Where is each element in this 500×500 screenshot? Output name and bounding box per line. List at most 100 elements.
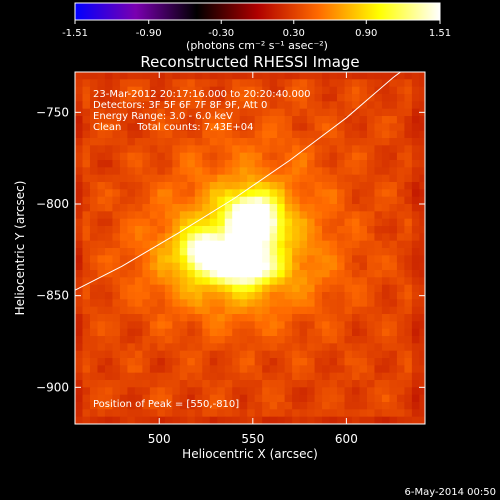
heatmap-cell bbox=[396, 182, 406, 190]
heatmap-cell bbox=[202, 336, 211, 344]
heatmap-cell bbox=[381, 138, 391, 146]
heatmap-cell bbox=[89, 130, 99, 139]
colorbar: -1.51 -0.90 -0.30 0.30 0.90 1.51 (photons cm⁻… bbox=[62, 2, 451, 52]
heatmap-cell bbox=[322, 416, 331, 424]
heatmap-cell bbox=[262, 196, 271, 205]
heatmap-cell bbox=[157, 248, 166, 256]
heatmap-cell bbox=[164, 130, 173, 139]
plot-area: 500 550 600−750−800−850−900 23-Mar-2012 20… bbox=[36, 71, 426, 446]
heatmap-cell bbox=[142, 196, 151, 205]
heatmap-cell bbox=[419, 233, 425, 242]
heatmap-cell bbox=[329, 321, 338, 330]
heatmap-cell bbox=[262, 248, 271, 256]
heatmap-cell bbox=[157, 94, 166, 102]
heatmap-cell bbox=[172, 167, 181, 176]
heatmap-cell bbox=[419, 152, 425, 161]
heatmap-cell bbox=[344, 130, 353, 139]
heatmap-cell bbox=[269, 350, 278, 359]
heatmap-cell bbox=[127, 248, 136, 256]
heatmap-cell bbox=[247, 314, 256, 322]
heatmap-cell bbox=[179, 402, 188, 410]
heatmap-cell bbox=[232, 196, 241, 205]
heatmap-cell bbox=[97, 350, 106, 359]
heatmap-cell bbox=[187, 145, 196, 154]
heatmap-cell bbox=[127, 116, 136, 124]
heatmap-cell bbox=[247, 204, 256, 212]
heatmap-cell bbox=[299, 196, 308, 205]
heatmap-cell bbox=[217, 145, 226, 154]
heatmap-cell bbox=[366, 152, 376, 161]
heatmap-cell bbox=[224, 160, 233, 168]
heatmap-cell bbox=[292, 108, 301, 117]
heatmap-cell bbox=[112, 416, 121, 424]
heatmap-cell bbox=[284, 336, 293, 344]
heatmap-cell bbox=[239, 130, 248, 139]
heatmap-cell bbox=[172, 196, 181, 205]
heatmap-cell bbox=[411, 372, 420, 381]
heatmap-cell bbox=[232, 101, 241, 110]
heatmap-cell bbox=[187, 167, 196, 176]
heatmap-cell bbox=[404, 123, 413, 132]
heatmap-cell bbox=[307, 86, 316, 95]
heatmap-cell bbox=[366, 416, 376, 424]
heatmap-cell bbox=[307, 182, 316, 190]
heatmap-cell bbox=[322, 72, 331, 80]
heatmap-cell bbox=[179, 328, 188, 337]
heatmap-cell bbox=[194, 387, 203, 396]
heatmap-cell bbox=[164, 387, 173, 396]
heatmap-cell bbox=[419, 299, 425, 308]
heatmap-cell bbox=[127, 240, 136, 249]
heatmap-cell bbox=[337, 306, 346, 315]
heatmap-cell bbox=[396, 196, 406, 205]
heatmap-cell bbox=[292, 218, 301, 227]
heatmap-cell bbox=[269, 130, 278, 139]
heatmap-cell bbox=[374, 79, 383, 88]
heatmap-cell bbox=[202, 387, 211, 396]
heatmap-cell bbox=[344, 101, 353, 110]
heatmap-cell bbox=[202, 394, 211, 403]
heatmap-cell bbox=[157, 167, 166, 176]
heatmap-cell bbox=[104, 86, 114, 95]
heatmap-cell bbox=[419, 306, 425, 315]
heatmap-cell bbox=[269, 226, 278, 234]
heatmap-cell bbox=[299, 402, 308, 410]
heatmap-cell bbox=[202, 123, 211, 132]
heatmap-cell bbox=[374, 328, 383, 337]
heatmap-cell bbox=[179, 336, 188, 344]
heatmap-cell bbox=[82, 350, 91, 359]
heatmap-cell bbox=[284, 204, 293, 212]
heatmap-cell bbox=[142, 372, 151, 381]
heatmap-cell bbox=[134, 189, 143, 198]
heatmap-cell bbox=[179, 152, 188, 161]
heatmap-cell bbox=[134, 145, 143, 154]
heatmap-cell bbox=[202, 196, 211, 205]
heatmap-cell bbox=[381, 321, 391, 330]
heatmap-cell bbox=[389, 314, 398, 322]
heatmap-cell bbox=[314, 277, 323, 286]
heatmap-cell bbox=[179, 130, 188, 139]
heatmap-cell bbox=[396, 130, 406, 139]
heatmap-cell bbox=[247, 284, 256, 293]
heatmap-cell bbox=[277, 86, 286, 95]
heatmap-cell bbox=[172, 277, 181, 286]
heatmap-cell bbox=[75, 358, 84, 366]
heatmap-cell bbox=[239, 233, 248, 242]
heatmap-cell bbox=[104, 262, 114, 271]
heatmap-cell bbox=[314, 196, 323, 205]
heatmap-cell bbox=[75, 86, 84, 95]
heatmap-cell bbox=[419, 270, 425, 278]
heatmap-cell bbox=[89, 262, 99, 271]
heatmap-cell bbox=[411, 299, 420, 308]
heatmap-cell bbox=[307, 284, 316, 293]
heatmap-cell bbox=[381, 328, 391, 337]
heatmap-cell bbox=[97, 72, 106, 80]
heatmap-cell bbox=[179, 86, 188, 95]
heatmap-cell bbox=[352, 116, 361, 124]
heatmap-cell bbox=[381, 174, 391, 183]
heatmap-cell bbox=[396, 328, 406, 337]
heatmap-cell bbox=[89, 160, 99, 168]
heatmap-cell bbox=[224, 152, 233, 161]
heatmap-cell bbox=[142, 380, 151, 388]
heatmap-cell bbox=[396, 72, 406, 80]
heatmap-cell bbox=[337, 79, 346, 88]
